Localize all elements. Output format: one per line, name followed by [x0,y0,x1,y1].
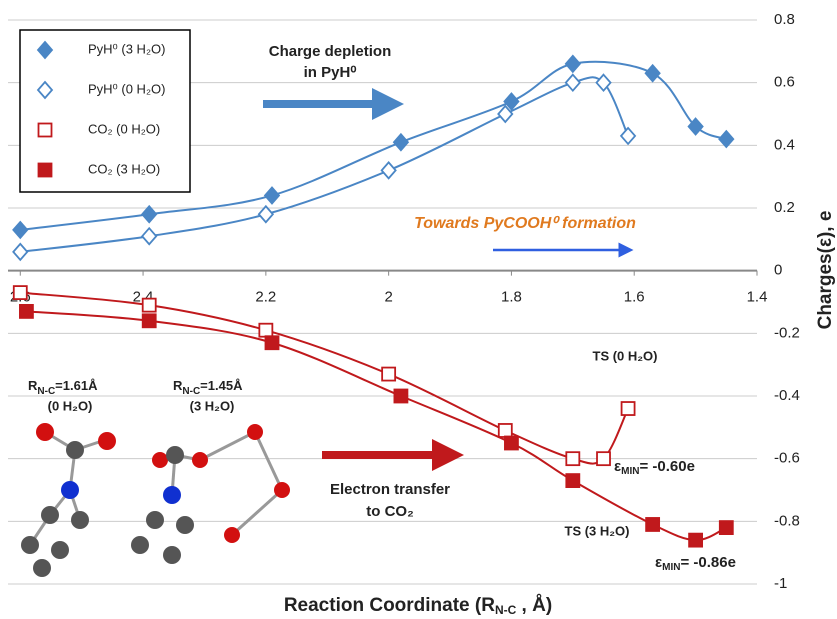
legend-label: PyH⁰ (3 H₂O) [88,41,165,56]
point [143,314,156,327]
point [382,368,395,381]
y-tick-label: -0.6 [774,450,800,467]
point [143,299,156,312]
y-tick-label: -1 [774,575,787,592]
annotation-part: ε [614,458,621,475]
point [646,65,660,81]
y-tick-label: 0.2 [774,199,795,216]
point [499,424,512,437]
y-tick-label: 0.6 [774,74,795,91]
annotation-part: = -0.60e [639,458,694,475]
annotation: in PyH⁰ [304,64,357,81]
annotation: TS (3 H₂O) [565,523,630,538]
point [621,128,635,144]
y-tick-label: -0.4 [774,387,800,404]
legend-marker [39,164,52,177]
point [622,402,635,415]
y-axis-title: Charges(ε), e [815,211,836,330]
annotation: TS (0 H₂O) [593,348,658,363]
point [394,390,407,403]
legend-label: CO₂ (0 H₂O) [88,121,160,136]
point [505,437,518,450]
annotation-part: = -0.86e [680,554,735,571]
x-axis-title-part: , Å) [516,595,552,616]
x-tick-label: 1.6 [624,289,645,306]
annotation: (0 H₂O) [48,398,93,413]
point [597,452,610,465]
legend: PyH⁰ (3 H₂O) PyH⁰ (0 H₂O) CO₂ (0 H₂O) CO₂ (… [20,30,190,192]
point [14,286,27,299]
x-tick-label: 2.2 [255,289,276,306]
legend-label: PyH⁰ (0 H₂O) [88,81,165,96]
point [720,521,733,534]
point [13,244,27,260]
annotation-part: MIN [662,562,680,573]
legend-label: CO₂ (3 H₂O) [88,161,160,176]
point [259,324,272,337]
annotation: Towards PyCOOH⁰ formation [414,215,636,232]
annotation: to CO₂ [366,503,414,520]
point [566,452,579,465]
point [646,518,659,531]
annotation-part: N-C [182,386,200,397]
annotation-part: =1.61Å [55,378,98,393]
x-axis-title: Reaction Coordinate (RN-C , Å) [284,595,552,617]
point [566,75,580,91]
point [382,162,396,178]
y-tick-label: 0 [774,262,782,279]
y-tick-label: -0.8 [774,512,800,529]
annotation: RN-C=1.45Å [173,378,243,396]
x-tick-label: 1.8 [501,289,522,306]
annotation-part: N-C [37,386,55,397]
point [566,474,579,487]
annotation: εMIN= -0.60e [614,458,695,477]
annotation-part: ε [655,554,662,571]
point [566,56,580,72]
point [265,336,278,349]
annotation: εMIN= -0.86e [655,554,736,573]
point [259,206,273,222]
annotation: Charge depletion [269,43,392,60]
annotation: Electron transfer [330,481,450,498]
point [20,305,33,318]
point [142,228,156,244]
point [13,222,27,238]
x-axis-title-part: N-C [495,603,517,617]
point [142,206,156,222]
x-tick-label: 1.4 [747,289,768,306]
y-tick-label: 0.8 [774,11,795,28]
annotation: (3 H₂O) [190,398,235,413]
point [394,134,408,150]
annotation: RN-C=1.61Å [28,378,98,396]
x-tick-label: 2 [384,289,392,306]
point [719,131,733,147]
x-axis-title-part: Reaction Coordinate (R [284,595,495,616]
y-tick-label: -0.2 [774,324,800,341]
y-tick-label: 0.4 [774,136,795,153]
molecule [21,423,116,577]
molecule [131,424,290,564]
chart: -1-0.8-0.6-0.4-0.200.20.40.60.82.62.42.2… [0,0,837,619]
point [265,187,279,203]
legend-marker [39,124,52,137]
point [689,534,702,547]
annotation-part: =1.45Å [200,378,243,393]
annotation-part: MIN [621,466,639,477]
